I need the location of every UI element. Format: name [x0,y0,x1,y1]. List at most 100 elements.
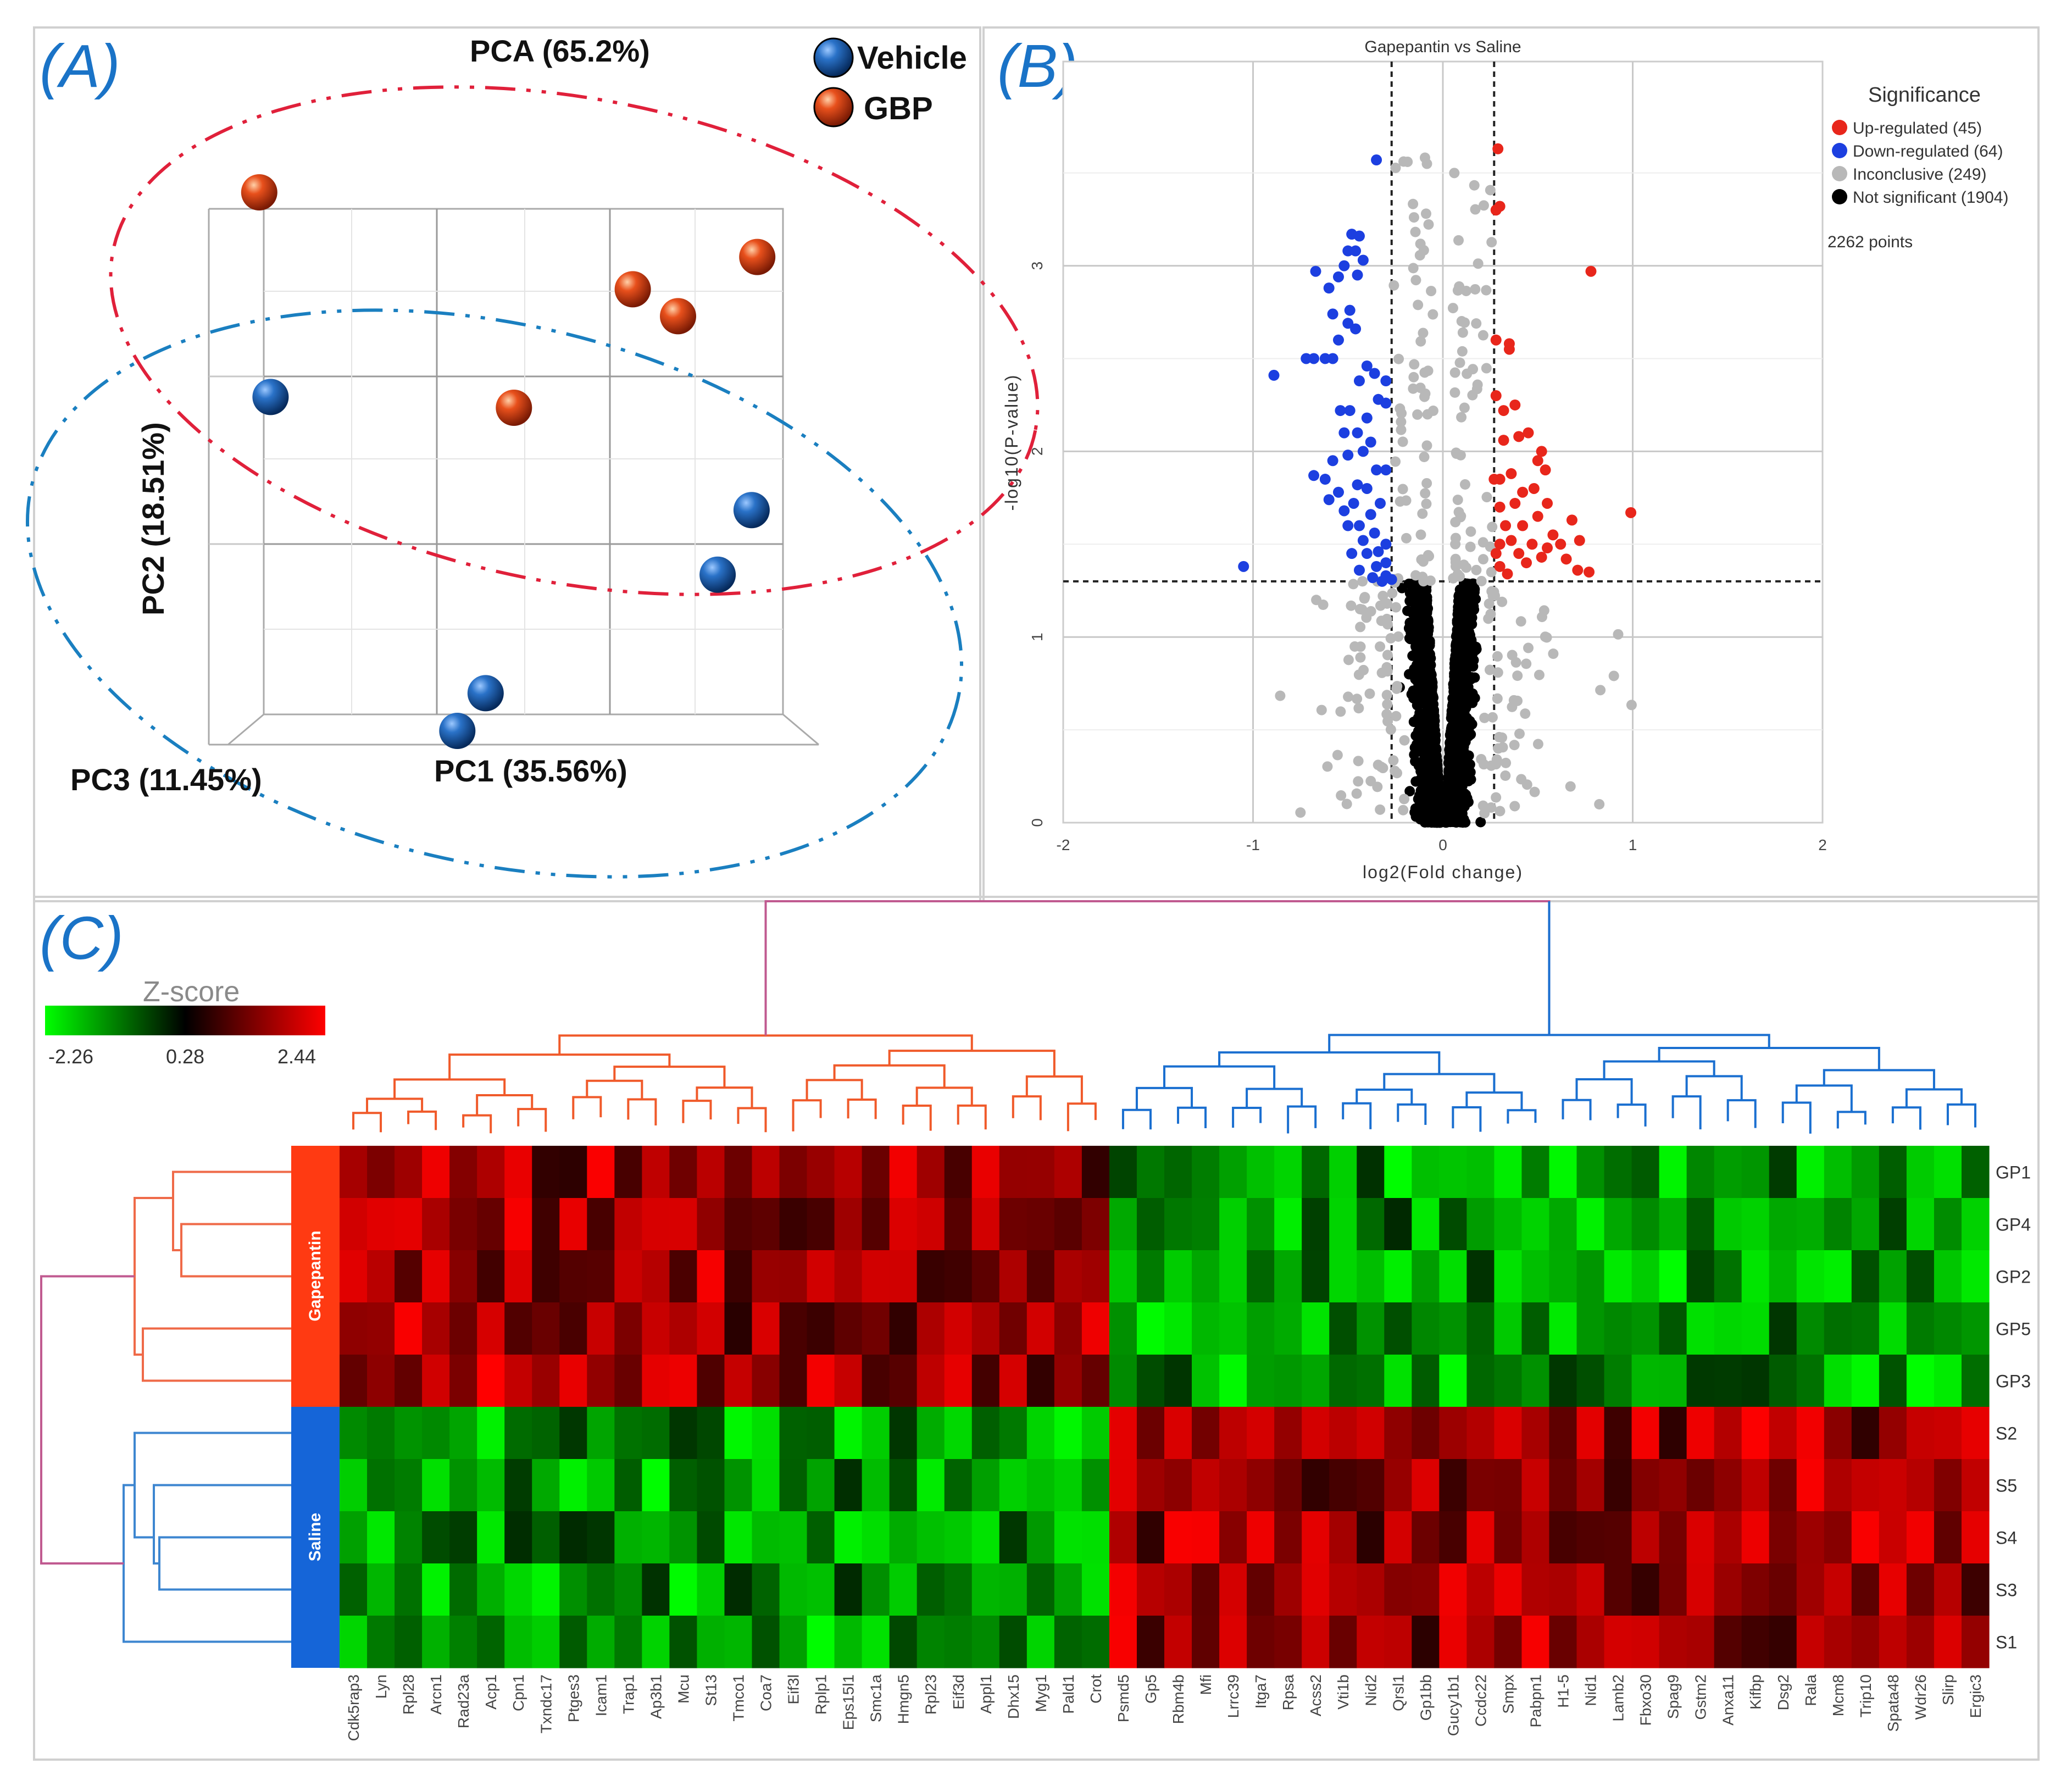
heatmap-cell-GP4-Icam1 [587,1198,615,1251]
heatmap-cell-S5-Eif3l [779,1459,808,1512]
heatmap-cell-S2-Rala [1796,1407,1825,1460]
volcano-point-inc-159 [1481,363,1492,374]
heatmap-cell-S1-Slirp [1934,1616,1962,1668]
volcano-point-up-42 [1572,564,1584,576]
heatmap-cell-S1-Mfi [1192,1616,1220,1668]
heatmap-cell-GP3-Smpx [1494,1355,1523,1407]
heatmap-cell-S1-Mcu [669,1616,698,1668]
heatmap-cell-S5-Rala [1796,1459,1825,1512]
heatmap-cell-S2-Anxa11 [1714,1407,1742,1460]
heatmap-cell-GP1-Mfi [1192,1146,1220,1199]
heatmap-cell-GP5-Ptges3 [559,1302,587,1355]
heatmap-cell-S4-Myg1 [1026,1511,1055,1564]
volcano-point-inc-22 [1479,712,1490,723]
heatmap-cell-S2-Slirp [1934,1407,1962,1460]
volcano-point-ns-1869 [1426,718,1437,729]
heatmap-cell-GP1-Eps15l1 [834,1146,863,1199]
volcano-point-down-12 [1344,304,1356,316]
heatmap-cell-S2-Psmd5 [1109,1407,1137,1460]
volcano-point-down-33 [1357,446,1369,457]
heatmap-cell-GP4-Lrrc39 [1219,1198,1247,1251]
dendro-branch-down-1-30 [1946,1103,1976,1128]
heatmap-cell-S2-Rad23a [449,1407,477,1460]
legend-gbp-marker [813,87,854,127]
volcano-point-inc-204 [1355,652,1366,663]
heatmap-cell-S2-Crot [1081,1407,1110,1460]
heatmap-cell-S5-St13 [697,1459,725,1512]
heatmap-cell-S5-Tmco1 [724,1459,753,1512]
heatmap-cell-S2-Smpx [1494,1407,1523,1460]
heatmap-cell-S3-Mcm8 [1824,1563,1852,1616]
heatmap-cell-S4-Tmco1 [724,1511,753,1564]
heatmap-cell-S4-Eif3l [779,1511,808,1564]
row-dendro-s-b [153,1484,291,1565]
heatmap-cell-S3-Rala [1796,1563,1825,1616]
volcano-point-inc-178 [1397,484,1408,495]
heatmap-cell-S1-Lamb2 [1604,1616,1632,1668]
volcano-point-inc-232 [1382,598,1393,609]
volcano-point-inc-196 [1341,798,1352,809]
heatmap-cell-GP2-Gp1bb [1412,1250,1440,1303]
volcano-point-inc-115 [1353,669,1364,680]
dendro-branch-up-1-14 [737,1107,767,1133]
volcano-point-ns-1728 [1470,645,1481,656]
heatmap-cell-S4-Rpl28 [395,1511,423,1564]
heatmap-cell-S3-Rpl23 [916,1563,945,1616]
volcano-point-ns-1858 [1423,759,1434,770]
heatmap-cell-GP1-Nid2 [1357,1146,1385,1199]
volcano-ytick-1: 1 [1029,633,1046,641]
pca-legend: Vehicle GBP [813,37,967,127]
heatmap-cell-GP1-Eif3d [944,1146,973,1199]
zscore-tick-max: 2.44 [277,1045,316,1068]
volcano-point-down-32 [1338,427,1350,439]
heatmap-cell-S4-Acp1 [477,1511,505,1564]
heatmap-cell-GP2-Anxa11 [1714,1250,1742,1303]
heatmap-cell-S2-Icam1 [587,1407,615,1460]
volcano-point-ns-1844 [1420,709,1431,720]
row-dendro-root [40,1275,135,1565]
heatmap-cell-S4-Mcu [669,1511,698,1564]
volcano-point-inc-246 [1493,731,1504,742]
heatmap-cell-GP5-Nid1 [1576,1302,1605,1355]
volcano-point-inc-38 [1364,688,1375,699]
heatmap-cell-S1-Rad23a [449,1616,477,1668]
heatmap-cell-S4-Trip10 [1851,1511,1880,1564]
heatmap-cell-S5-Rplp1 [807,1459,835,1512]
volcano-point-ns-1872 [1427,731,1438,742]
heatmap-cell-S3-Crot [1081,1563,1110,1616]
volcano-point-inc-214 [1396,417,1407,428]
volcano-point-inc-210 [1534,669,1545,680]
heatmap-cell-S4-Cpn1 [504,1511,532,1564]
column-label-Nid2: Nid2 [1362,1674,1379,1706]
volcano-point-up-41 [1536,551,1547,563]
heatmap-cell-GP1-Dsg2 [1769,1146,1797,1199]
heatmap-cell-S5-Spag9 [1659,1459,1687,1512]
heatmap-cell-GP4-Fbxo30 [1631,1198,1660,1251]
heatmap-cell-GP5-Mcu [669,1302,698,1355]
volcano-point-inc-122 [1402,156,1413,167]
heatmap-cell-GP4-Gucy1b1 [1439,1198,1467,1251]
heatmap-cell-S4-Vti1b [1329,1511,1357,1564]
heatmap-cell-GP3-Vti1b [1329,1355,1357,1407]
heatmap-cell-S1-Txndc17 [532,1616,560,1668]
volcano-point-inc-226 [1458,559,1469,570]
heatmap-cell-GP1-Rpl28 [395,1146,423,1199]
heatmap-cell-GP4-Mcu [669,1198,698,1251]
heatmap-cell-GP4-Pabpn1 [1521,1198,1550,1251]
heatmap-cell-S2-Trap1 [614,1407,642,1460]
volcano-point-down-59 [1367,572,1379,584]
heatmap-cell-S2-Vti1b [1329,1407,1357,1460]
heatmap-cell-GP5-Myg1 [1026,1302,1055,1355]
heatmap-cell-GP5-Pabpn1 [1521,1302,1550,1355]
heatmap-cell-GP2-Rala [1796,1250,1825,1303]
heatmap-cell-GP2-Cdk5rap3 [340,1250,368,1303]
heatmap-cell-GP5-Eps15l1 [834,1302,863,1355]
heatmap-cell-GP1-Gp5 [1136,1146,1165,1199]
volcano-point-inc-123 [1487,590,1498,601]
heatmap-cell-S5-Spata48 [1879,1459,1907,1512]
volcano-point-down-39 [1319,474,1331,485]
heatmap-cell-S2-Cdk5rap3 [340,1407,368,1460]
volcano-point-inc-129 [1501,757,1512,768]
heatmap-cell-GP1-Ergic3 [1961,1146,1990,1199]
volcano-point-inc-185 [1459,317,1470,328]
